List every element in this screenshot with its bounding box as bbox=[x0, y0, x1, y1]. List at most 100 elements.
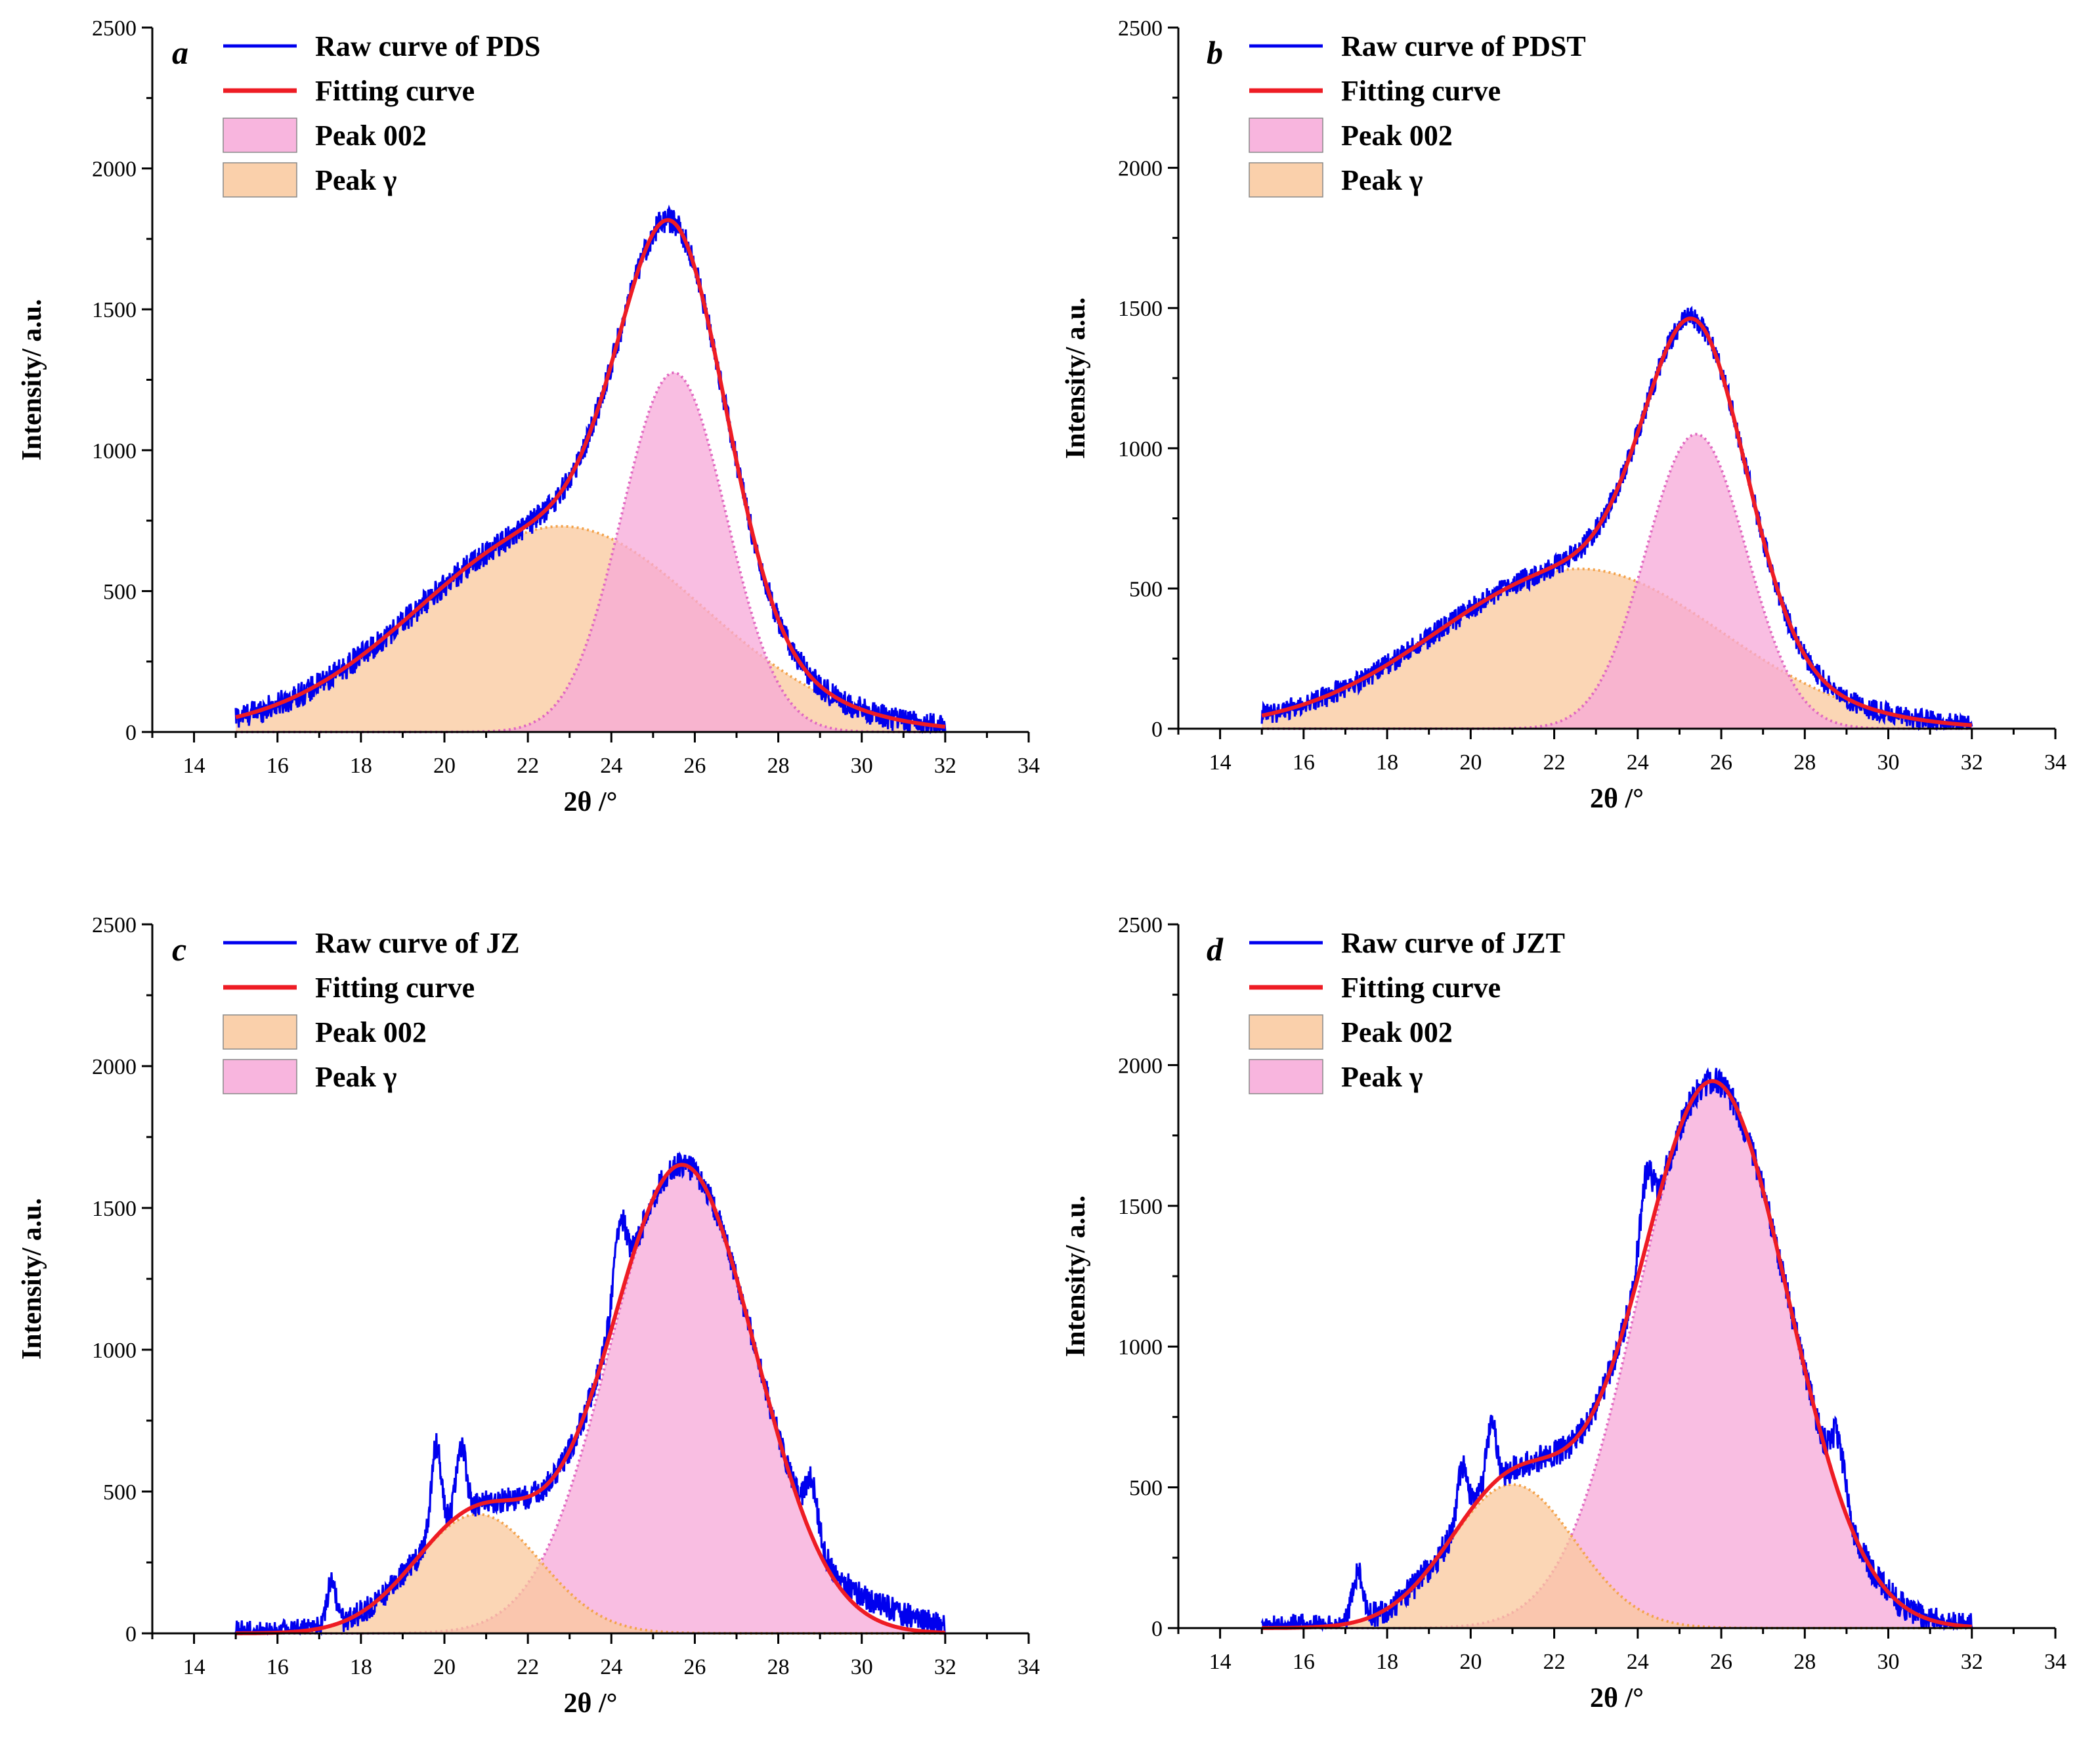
legend-label-d-2: Peak 002 bbox=[1341, 1016, 1453, 1048]
legend-label-a-0: Raw curve of PDS bbox=[315, 30, 540, 62]
x-tick-label-b-3: 20 bbox=[1459, 750, 1482, 775]
peak-area-d-0 bbox=[1262, 1082, 1972, 1628]
x-tick-label-c-0: 14 bbox=[183, 1655, 205, 1679]
panel-letter-a: a bbox=[172, 34, 188, 71]
x-tick-label-d-4: 22 bbox=[1543, 1650, 1566, 1674]
x-tick-label-c-5: 24 bbox=[600, 1655, 622, 1679]
legend-label-c-1: Fitting curve bbox=[315, 972, 475, 1004]
legend-label-d-1: Fitting curve bbox=[1341, 972, 1501, 1004]
x-tick-label-a-4: 22 bbox=[517, 754, 539, 778]
x-tick-label-a-9: 32 bbox=[934, 754, 956, 778]
y-tick-label-a-1: 500 bbox=[103, 580, 137, 604]
legend-swatch-b-3 bbox=[1249, 162, 1323, 198]
x-tick-label-c-4: 22 bbox=[517, 1655, 539, 1679]
y-tick-label-d-1: 500 bbox=[1129, 1476, 1163, 1501]
x-tick-label-c-9: 32 bbox=[934, 1655, 956, 1679]
x-tick-label-b-7: 28 bbox=[1793, 750, 1816, 775]
panel-letter-d: d bbox=[1207, 931, 1224, 968]
x-tick-label-c-3: 20 bbox=[433, 1655, 456, 1679]
x-tick-label-b-5: 24 bbox=[1627, 750, 1649, 775]
peak-area-d-1 bbox=[1262, 1484, 1972, 1628]
x-tick-label-d-0: 14 bbox=[1209, 1650, 1232, 1674]
legend-swatch-d-2 bbox=[1249, 1014, 1323, 1050]
x-tick-label-a-3: 20 bbox=[433, 754, 456, 778]
chart-panel-a: 14 16 18 20 22 24 26 28 30 32 34 0 500 1000 1500 2000 25… bbox=[17, 16, 1040, 817]
chart-panel-d: 14 16 18 20 22 24 26 28 30 32 34 0 500 1000 1500 2000 25… bbox=[1061, 913, 2067, 1713]
x-axis-title-b: 2θ /° bbox=[1590, 784, 1644, 814]
legend-swatch-b-2 bbox=[1249, 118, 1323, 153]
y-tick-label-a-5: 2500 bbox=[92, 16, 137, 41]
legend-label-b-0: Raw curve of PDST bbox=[1341, 30, 1586, 62]
x-tick-label-c-10: 34 bbox=[1018, 1655, 1040, 1679]
legend-label-a-1: Fitting curve bbox=[315, 75, 475, 107]
y-tick-label-b-4: 2000 bbox=[1118, 157, 1163, 181]
x-tick-label-a-10: 34 bbox=[1018, 754, 1040, 778]
y-tick-label-d-0: 0 bbox=[1151, 1617, 1163, 1641]
x-tick-label-b-0: 14 bbox=[1209, 750, 1232, 775]
peak-area-c-1 bbox=[236, 1514, 945, 1633]
legend-swatch-c-2 bbox=[223, 1014, 297, 1050]
x-axis-title-a: 2θ /° bbox=[564, 787, 618, 817]
x-axis-title-c: 2θ /° bbox=[564, 1688, 618, 1719]
y-tick-label-c-0: 0 bbox=[125, 1622, 137, 1646]
y-tick-label-c-1: 500 bbox=[103, 1480, 137, 1505]
x-tick-label-b-4: 22 bbox=[1543, 750, 1566, 775]
legend-label-b-2: Peak 002 bbox=[1341, 119, 1453, 152]
peak-area-a-1 bbox=[236, 372, 945, 732]
y-tick-label-a-3: 1500 bbox=[92, 298, 137, 322]
fitting-curve-c bbox=[236, 1163, 945, 1635]
legend-label-c-0: Raw curve of JZ bbox=[315, 927, 520, 959]
panel-letter-b: b bbox=[1207, 34, 1223, 71]
x-tick-label-c-7: 28 bbox=[767, 1655, 790, 1679]
x-tick-label-a-7: 28 bbox=[767, 754, 790, 778]
y-tick-label-a-2: 1000 bbox=[92, 439, 137, 463]
legend-swatch-a-3 bbox=[223, 162, 297, 198]
x-tick-label-d-7: 28 bbox=[1793, 1650, 1816, 1674]
x-tick-label-d-5: 24 bbox=[1627, 1650, 1649, 1674]
legend-swatch-a-2 bbox=[223, 118, 297, 153]
x-tick-label-c-1: 16 bbox=[267, 1655, 289, 1679]
y-tick-label-b-2: 1000 bbox=[1118, 437, 1163, 462]
x-tick-label-a-5: 24 bbox=[600, 754, 622, 778]
x-tick-label-b-10: 34 bbox=[2044, 750, 2067, 775]
y-tick-label-b-1: 500 bbox=[1129, 577, 1163, 601]
fitting-curve-b bbox=[1261, 316, 1972, 727]
legend-label-b-1: Fitting curve bbox=[1341, 75, 1501, 107]
legend-label-d-0: Raw curve of JZT bbox=[1341, 927, 1565, 959]
y-axis-title-c: Intensity/ a.u. bbox=[17, 1198, 47, 1360]
legend-label-a-2: Peak 002 bbox=[315, 119, 427, 152]
legend-label-b-3: Peak γ bbox=[1341, 164, 1423, 196]
fitting-curve-d bbox=[1262, 1079, 1972, 1630]
x-tick-label-d-3: 20 bbox=[1459, 1650, 1482, 1674]
legend-label-d-3: Peak γ bbox=[1341, 1061, 1423, 1093]
x-tick-label-d-6: 26 bbox=[1710, 1650, 1732, 1674]
x-tick-label-b-9: 32 bbox=[1961, 750, 1983, 775]
y-tick-label-a-4: 2000 bbox=[92, 158, 137, 182]
y-tick-label-b-5: 2500 bbox=[1118, 16, 1163, 41]
y-tick-label-d-5: 2500 bbox=[1118, 913, 1163, 937]
y-tick-label-d-3: 1500 bbox=[1118, 1195, 1163, 1219]
y-tick-label-c-2: 1000 bbox=[92, 1339, 137, 1363]
y-tick-label-d-2: 1000 bbox=[1118, 1335, 1163, 1360]
peak-area-c-0 bbox=[236, 1165, 945, 1633]
x-tick-label-a-6: 26 bbox=[683, 754, 706, 778]
x-tick-label-d-9: 32 bbox=[1961, 1650, 1983, 1674]
x-tick-label-d-8: 30 bbox=[1877, 1650, 1900, 1674]
x-tick-label-d-2: 18 bbox=[1376, 1650, 1398, 1674]
x-tick-label-b-1: 16 bbox=[1293, 750, 1315, 775]
x-tick-label-a-2: 18 bbox=[350, 754, 372, 778]
x-tick-label-a-0: 14 bbox=[183, 754, 205, 778]
y-axis-title-a: Intensity/ a.u. bbox=[17, 299, 47, 460]
y-tick-label-a-0: 0 bbox=[125, 721, 137, 745]
y-tick-label-b-3: 1500 bbox=[1118, 297, 1163, 321]
x-tick-label-b-6: 26 bbox=[1710, 750, 1732, 775]
y-tick-label-c-3: 1500 bbox=[92, 1197, 137, 1221]
legend-label-c-2: Peak 002 bbox=[315, 1016, 427, 1048]
x-tick-label-c-8: 30 bbox=[851, 1655, 873, 1679]
y-tick-label-c-4: 2000 bbox=[92, 1055, 137, 1079]
peak-area-b-1 bbox=[1262, 434, 1972, 729]
y-tick-label-d-4: 2000 bbox=[1118, 1054, 1163, 1078]
legend-label-c-3: Peak γ bbox=[315, 1061, 396, 1093]
panel-letter-c: c bbox=[172, 931, 186, 968]
x-tick-label-b-2: 18 bbox=[1376, 750, 1398, 775]
